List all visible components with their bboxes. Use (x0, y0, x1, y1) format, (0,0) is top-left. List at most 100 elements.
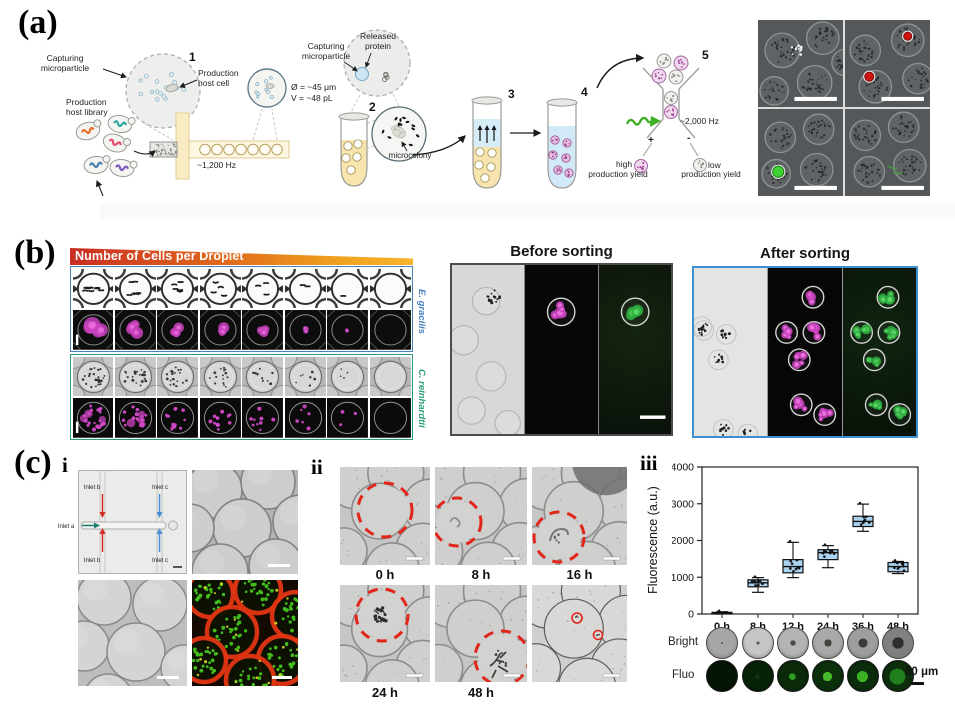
inlet-c-bottom-label: Inlet c (151, 558, 168, 564)
tube-4 (546, 98, 578, 189)
magenta-fluorescence-column (524, 265, 598, 434)
after-sorting-image (692, 266, 918, 438)
droplet-cell-image (242, 309, 284, 350)
micrograph-cell (758, 109, 843, 197)
droplet-cell-image (157, 268, 199, 309)
inlet-b-top-label: Inlet b (83, 485, 101, 491)
step-4: 4 (581, 85, 588, 99)
bright-droplet (777, 627, 809, 659)
step-3: 3 (508, 87, 515, 101)
low-label: low (708, 160, 721, 170)
droplet-cell-image (369, 309, 411, 350)
droplet-cell-image (157, 356, 199, 397)
capturing-microparticle-label-1: Capturing microparticle (40, 53, 90, 74)
timepoint-image-48h (435, 585, 527, 682)
droplet-cell-image (114, 397, 156, 438)
time-label-24h: 24 h (371, 685, 398, 700)
droplet-cell-image (369, 268, 411, 309)
droplet-cell-image (242, 268, 284, 309)
brightfield-column (452, 265, 525, 434)
svg-text:0: 0 (688, 609, 694, 621)
droplet-cell-image (284, 309, 326, 350)
fluorescence-boxplot: 010002000300040000 h8 h12 h24 h36 h48 h (672, 462, 919, 633)
cells-per-droplet-gradient: Number of Cells per Droplet (70, 248, 413, 265)
scale-bar (911, 682, 924, 685)
minus-label: - (687, 133, 691, 144)
released-protein-label: Released protein (360, 31, 396, 52)
chip-micrograph (78, 470, 187, 574)
svg-text:2000: 2000 (672, 535, 694, 547)
time-label-48h: 48 h (467, 685, 494, 700)
bright-droplet (882, 627, 914, 659)
after-sorting-title: After sorting (760, 245, 850, 262)
production-host-library-label: Production host library (66, 97, 108, 118)
bright-droplet (706, 627, 738, 659)
green-fluorescence-column (841, 268, 916, 436)
host-cell-blob (165, 83, 179, 93)
high-yield-label: production yield (588, 169, 648, 179)
production-host-cell-label: Production host cell (198, 68, 239, 89)
droplet-cell-image (157, 397, 199, 438)
laser-squiggle (625, 116, 653, 126)
droplet-cell-image (199, 309, 241, 350)
svg-text:4000: 4000 (672, 462, 694, 474)
micrograph-cell (845, 109, 930, 197)
oil-channel (175, 112, 190, 180)
droplet-cell-image (242, 356, 284, 397)
panel-divider (100, 203, 955, 219)
time-label-0h: 0 h (375, 567, 395, 582)
svg-text:1000: 1000 (672, 572, 694, 584)
droplet-cell-image (369, 397, 411, 438)
confocal-micrograph (192, 580, 298, 686)
droplet-rate-label: ~1,200 Hz (197, 160, 236, 170)
sub-label-i: i (62, 453, 68, 477)
timepoint-image-0h (340, 467, 430, 565)
timepoint-image-16h (532, 467, 627, 565)
fluo-droplet (706, 660, 738, 692)
before-sorting-image (450, 263, 673, 436)
droplet-cell-image (157, 309, 199, 350)
svg-text:3000: 3000 (672, 498, 694, 510)
species-label-top: E. gracilis (416, 288, 427, 334)
before-sorting-title: Before sorting (510, 243, 613, 260)
droplet-cell-image (327, 309, 369, 350)
step-2: 2 (369, 100, 376, 114)
droplet-cell-image (327, 356, 369, 397)
high-label: high (616, 159, 633, 169)
sub-label-ii: ii (311, 455, 323, 479)
droplet-cell-image (327, 397, 369, 438)
droplet-cell-image (199, 268, 241, 309)
bright-droplet (742, 627, 774, 659)
sorter (625, 53, 707, 173)
timepoint-image-final (532, 585, 627, 682)
droplet-micrograph-grid (758, 20, 930, 197)
droplet-cell-image (369, 356, 411, 397)
panel-a-label: (a) (18, 4, 58, 41)
timepoint-image-24h (340, 585, 430, 682)
capturing-microparticle-label-2: Capturing microparticle (301, 41, 351, 62)
microparticle-icon (355, 67, 369, 81)
low-yield-label: production yield (681, 169, 741, 179)
panel-c-label: (c) (14, 444, 52, 481)
tube-2 (338, 112, 370, 187)
droplet-cell-image (72, 268, 114, 309)
sort-rate-label: ~2,000 Hz (680, 116, 719, 126)
droplet-cell-image (327, 268, 369, 309)
fluo-droplet (847, 660, 879, 692)
fluo-droplet (812, 660, 844, 692)
inlet-b-bottom-label: Inlet b (83, 558, 101, 564)
fluo-row-label: Fluo (672, 669, 695, 681)
micrograph-cell (845, 20, 930, 108)
step-1: 1 (189, 50, 196, 64)
diameter-label: Ø = ~45 μm (291, 82, 337, 92)
panel-b-label: (b) (14, 234, 56, 271)
e-gracilis-droplet-grid (70, 266, 413, 352)
droplet-cell-image (72, 309, 114, 350)
microparticle-zoom-circle (125, 53, 201, 129)
droplets-micrograph (192, 470, 298, 574)
time-label-16h: 16 h (566, 567, 593, 582)
species-label-bottom: C. reinhardtii (416, 368, 427, 428)
green-fluorescence-column (597, 265, 671, 434)
brightfield-column (694, 268, 768, 436)
droplet-cell-image (284, 397, 326, 438)
